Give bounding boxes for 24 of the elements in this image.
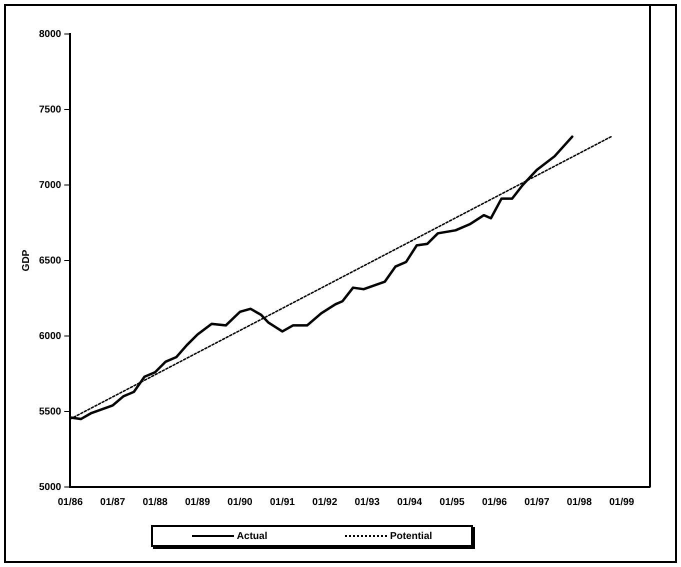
y-tick-label: 5000 (38, 482, 62, 493)
x-tick-label: 01/88 (142, 496, 168, 508)
y-tick-label: 7500 (38, 104, 62, 116)
x-tick-label: 01/86 (58, 496, 84, 508)
y-tick-label: 6000 (38, 330, 62, 342)
y-tick-label: 7000 (38, 180, 62, 191)
x-tick-label: 01/92 (312, 496, 338, 508)
x-tick-label: 01/90 (227, 496, 253, 508)
x-tick-label: 01/89 (184, 496, 210, 508)
x-tick-label: 01/94 (397, 496, 423, 508)
y-tick-label: 8000 (38, 28, 62, 40)
x-tick-label: 01/87 (100, 496, 126, 508)
x-tick-label: 01/93 (354, 496, 380, 508)
x-tick-label: 01/96 (482, 496, 508, 508)
x-tick-label: 01/97 (524, 496, 550, 508)
x-tick-label: 01/98 (566, 496, 592, 508)
x-tick-label: 01/99 (609, 496, 635, 508)
y-tick-label: 5500 (38, 406, 62, 418)
x-tick-label: 01/91 (270, 496, 296, 508)
legend-label: Potential (390, 530, 432, 542)
x-tick-label: 01/95 (440, 496, 465, 508)
y-tick-label: 6500 (38, 255, 62, 266)
legend-label: Actual (236, 530, 268, 542)
y-axis-title: GDP (20, 249, 32, 272)
